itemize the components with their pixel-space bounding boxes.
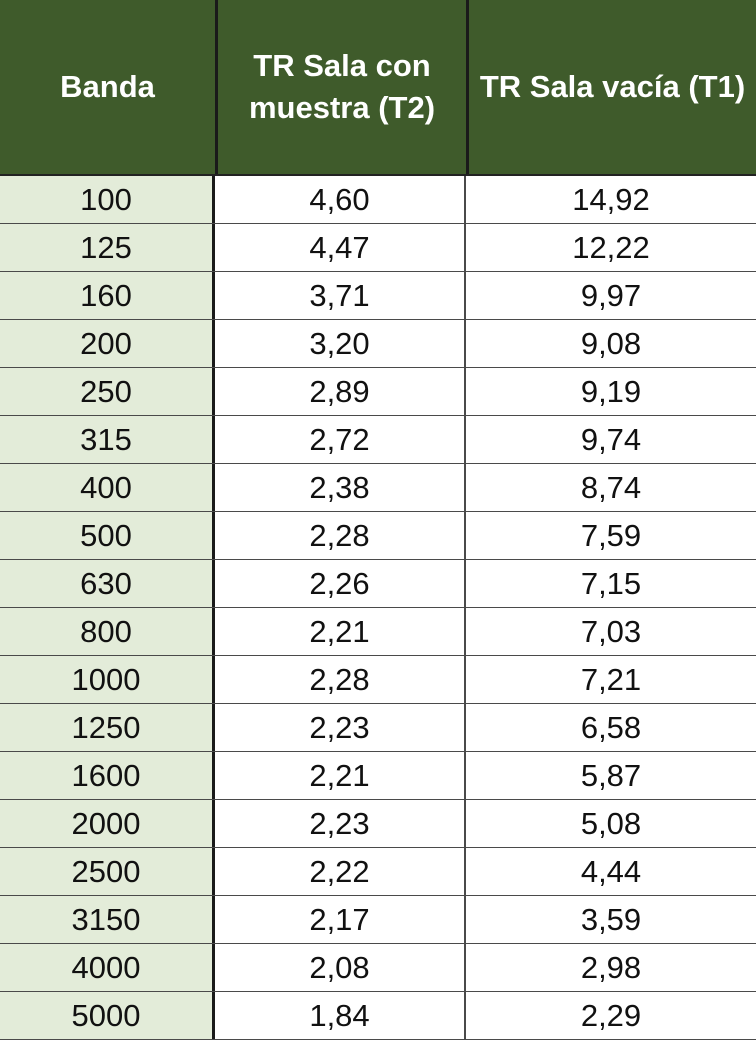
cell-banda: 4000 [0,944,215,991]
cell-t1: 2,29 [466,992,756,1039]
table-body: 100 4,60 14,92 125 4,47 12,22 160 3,71 9,97 200 3,… [0,176,756,1040]
cell-t1: 12,22 [466,224,756,271]
cell-banda: 800 [0,608,215,655]
cell-t1: 2,98 [466,944,756,991]
table-row: 160 3,71 9,97 [0,272,756,320]
cell-t2: 2,28 [215,656,466,703]
cell-banda: 630 [0,560,215,607]
table-row: 125 4,47 12,22 [0,224,756,272]
cell-t1: 7,21 [466,656,756,703]
table-row: 2500 2,22 4,44 [0,848,756,896]
cell-t1: 3,59 [466,896,756,943]
cell-t2: 2,26 [215,560,466,607]
cell-banda: 125 [0,224,215,271]
table-row: 500 2,28 7,59 [0,512,756,560]
cell-t2: 2,17 [215,896,466,943]
cell-banda: 1250 [0,704,215,751]
cell-banda: 315 [0,416,215,463]
cell-banda: 1000 [0,656,215,703]
cell-t1: 7,15 [466,560,756,607]
table-row: 3150 2,17 3,59 [0,896,756,944]
cell-t2: 2,22 [215,848,466,895]
table-row: 800 2,21 7,03 [0,608,756,656]
table-row: 2000 2,23 5,08 [0,800,756,848]
cell-t2: 2,38 [215,464,466,511]
cell-banda: 500 [0,512,215,559]
cell-t2: 2,72 [215,416,466,463]
table-row: 200 3,20 9,08 [0,320,756,368]
cell-t1: 8,74 [466,464,756,511]
cell-t2: 4,60 [215,176,466,223]
cell-t2: 3,71 [215,272,466,319]
cell-banda: 200 [0,320,215,367]
header-banda: Banda [60,69,155,105]
table-row: 315 2,72 9,74 [0,416,756,464]
cell-banda: 2000 [0,800,215,847]
cell-t2: 2,89 [215,368,466,415]
table-row: 1000 2,28 7,21 [0,656,756,704]
cell-banda: 250 [0,368,215,415]
header-tr-sala-con-muestra: TR Sala con muestra (T2) [215,0,466,174]
cell-t1: 5,08 [466,800,756,847]
cell-t1: 4,44 [466,848,756,895]
table-row: 4000 2,08 2,98 [0,944,756,992]
cell-t1: 9,74 [466,416,756,463]
cell-t2: 2,21 [215,752,466,799]
cell-banda: 160 [0,272,215,319]
table-row: 250 2,89 9,19 [0,368,756,416]
cell-t1: 9,19 [466,368,756,415]
cell-t2: 1,84 [215,992,466,1039]
header-tr-sala-vacia: TR Sala vacía (T1) [466,0,756,174]
cell-t2: 2,08 [215,944,466,991]
cell-t2: 2,21 [215,608,466,655]
table-row: 400 2,38 8,74 [0,464,756,512]
cell-t1: 9,97 [466,272,756,319]
cell-t2: 2,23 [215,800,466,847]
cell-banda: 400 [0,464,215,511]
cell-banda: 3150 [0,896,215,943]
table-header: Banda TR Sala con muestra (T2) TR Sala v… [0,0,756,176]
cell-t1: 7,03 [466,608,756,655]
table-row: 5000 1,84 2,29 [0,992,756,1040]
table-row: 100 4,60 14,92 [0,176,756,224]
table-row: 1600 2,21 5,87 [0,752,756,800]
cell-t1: 9,08 [466,320,756,367]
table-row: 630 2,26 7,15 [0,560,756,608]
cell-t1: 5,87 [466,752,756,799]
cell-t1: 6,58 [466,704,756,751]
cell-banda: 100 [0,176,215,223]
table-row: 1250 2,23 6,58 [0,704,756,752]
cell-banda: 1600 [0,752,215,799]
cell-t1: 7,59 [466,512,756,559]
cell-t1: 14,92 [466,176,756,223]
cell-t2: 4,47 [215,224,466,271]
cell-t2: 2,23 [215,704,466,751]
cell-t2: 3,20 [215,320,466,367]
cell-t2: 2,28 [215,512,466,559]
cell-banda: 5000 [0,992,215,1039]
cell-banda: 2500 [0,848,215,895]
